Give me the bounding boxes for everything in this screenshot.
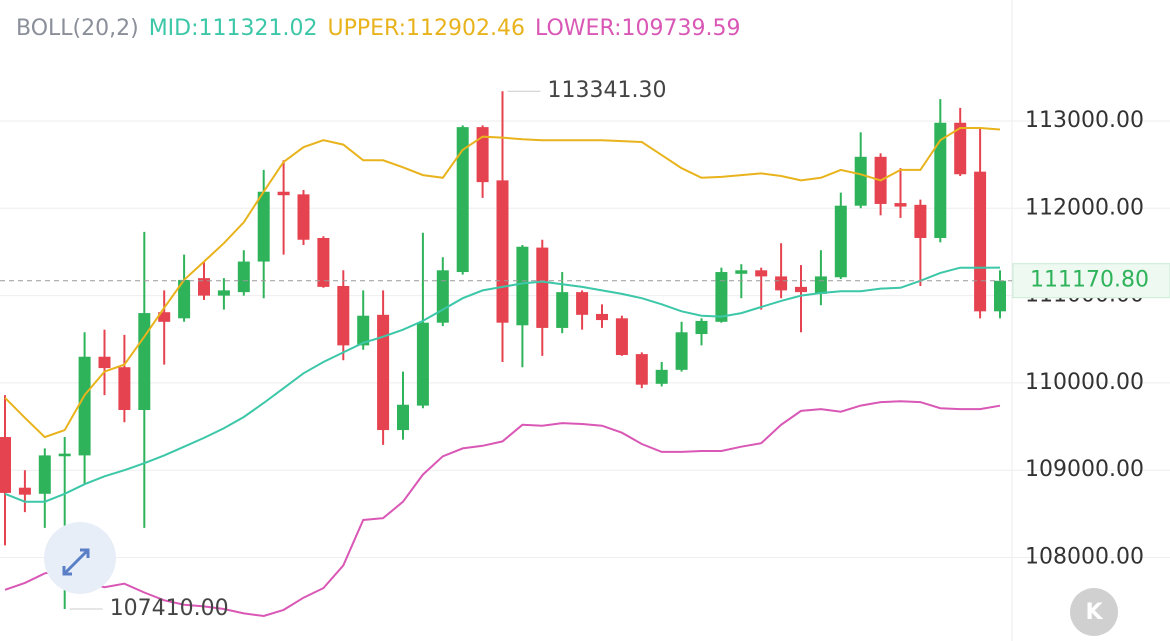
candle-body [337,286,350,346]
candle-body [834,205,847,278]
candle-body [38,455,51,494]
candle-body [516,246,529,326]
candle-body [297,194,310,240]
high-annotation: 113341.30 [548,78,667,103]
candle-body [675,332,688,370]
candle-body [277,191,290,196]
candle-body [98,356,111,369]
band-line [4,400,1001,618]
y-tick-label: 109000.00 [1025,457,1144,482]
candle-body [576,292,589,315]
candle-body [178,279,191,319]
candle-body [18,487,31,495]
candle-body [894,203,907,207]
logo-text: K [1085,600,1103,625]
candle-body [934,122,947,238]
overlay: 113341.30 107410.00 111170.80 [0,78,1170,621]
candle-body [496,180,509,323]
y-tick-label: 112000.00 [1025,195,1144,220]
candle-body [695,320,708,335]
candle-body [357,315,370,346]
candle-body [655,369,668,384]
candle-body [974,171,987,312]
candle-body [596,313,608,321]
indicator-header: BOLL(20,2) MID:111321.02 UPPER:112902.46 LO… [16,16,750,41]
candle-body [715,272,728,322]
candle-body [615,318,628,355]
candle-body [237,261,250,293]
candle-body [914,204,927,238]
y-tick-label: 113000.00 [1025,108,1144,133]
candle-body [416,322,429,406]
candle-body [854,156,867,206]
candle-body [257,191,270,262]
band-line [4,266,1001,503]
indicator-label: LOWER:109739.59 [535,16,741,41]
candle-body [954,122,967,175]
candle-body [814,276,827,294]
candle-body [635,354,648,385]
candle-body [536,247,549,328]
candle-body [58,453,71,457]
expand-button[interactable] [44,522,116,594]
candle-body [317,237,330,287]
candle-body [556,292,569,328]
candle-body [217,290,230,296]
candle-body [397,404,409,431]
band-line [4,127,1001,439]
candle-body [795,286,807,293]
candle-body [775,276,788,291]
logo-circle[interactable] [1070,588,1118,636]
candle-body [0,437,11,493]
candle-body [456,127,469,273]
candle-body [78,356,91,456]
candle-body [138,313,151,410]
last-price-label: 111170.80 [1030,268,1149,293]
indicator-label: MID:111321.02 [148,16,318,41]
candle-body [735,270,748,274]
grid: 108000.00109000.00110000.00111000.001120… [0,108,1170,570]
logo-button[interactable]: K [1070,588,1118,636]
candle-body [994,280,1006,312]
expand-icon [62,548,90,576]
candle-body [377,314,390,431]
candle-body [755,270,768,277]
indicator-label: UPPER:112902.46 [327,16,526,41]
candle-body [198,278,210,296]
candle-body [158,312,171,322]
candle-body [436,270,449,323]
plot [0,91,1006,618]
candle-body [118,367,131,410]
y-tick-label: 108000.00 [1025,545,1144,570]
indicator-label: BOLL(20,2) [16,16,139,41]
candle-body [476,127,489,183]
low-annotation: 107410.00 [110,596,229,621]
y-tick-label: 110000.00 [1025,370,1144,395]
last-price-box [1012,263,1170,299]
